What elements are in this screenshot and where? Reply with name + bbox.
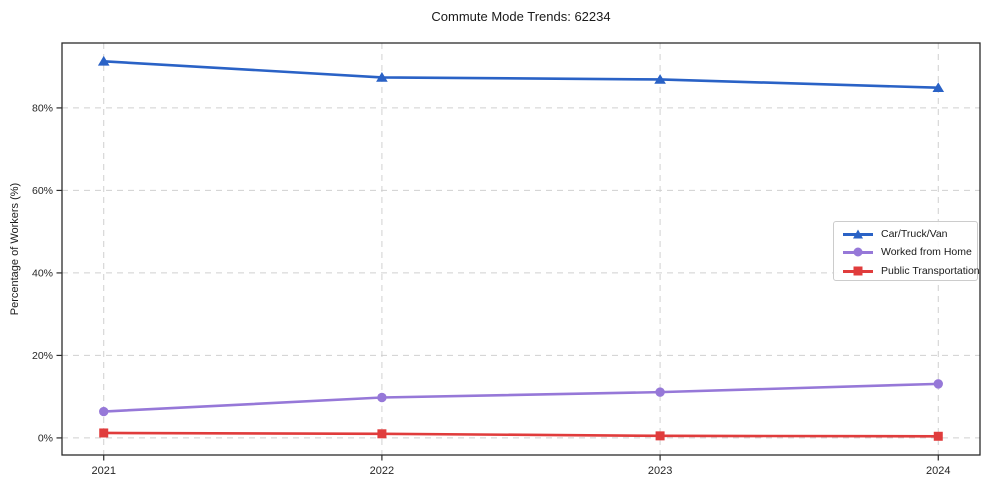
legend-line-sample [843,228,873,240]
circle-marker-icon [853,247,863,257]
plot-border [61,42,981,456]
y-tick-label: 80% [32,103,53,115]
y-tick-label: 40% [32,268,53,280]
triangle-marker-icon [932,82,945,93]
x-tick-label: 2023 [648,465,672,477]
square-marker-icon [853,266,863,276]
circle-marker-icon [933,379,943,389]
triangle-marker-icon [376,72,388,82]
legend-item-public-transportation: Public Transportation [843,262,980,280]
series-line-car-truck-van [102,60,940,90]
legend-label: Car/Truck/Van [881,228,948,241]
legend-line-sample [843,265,873,277]
x-tick-label: 2024 [926,465,950,477]
x-tick-label: 2021 [91,465,115,477]
legend-line-sample [843,246,873,258]
square-marker-icon [99,428,109,438]
square-marker-icon [655,431,665,441]
square-marker-icon [933,431,943,441]
square-marker-icon [377,429,387,439]
y-tick-label: 60% [32,185,53,197]
legend-item-worked-from-home: Worked from Home [843,243,977,261]
legend: Car/Truck/Van Worked from Home Public Tr… [833,221,980,281]
circle-marker-icon [99,406,109,417]
y-tick-label: 0% [38,433,53,445]
legend-item-car-truck-van: Car/Truck/Van [843,225,977,243]
circle-marker-icon [377,392,387,403]
legend-label: Worked from Home [881,246,972,259]
circle-marker-icon [655,387,665,397]
triangle-marker-icon [97,55,110,66]
x-tick-label: 2022 [370,465,394,477]
y-tick-label: 20% [32,350,53,362]
triangle-marker-icon [853,229,863,239]
series-line-public-transportation [102,431,940,438]
series-line-worked-from-home [102,382,940,413]
triangle-marker-icon [654,74,666,84]
chart-title: Commute Mode Trends: 62234 [431,9,611,24]
legend-label: Public Transportation [881,264,980,277]
